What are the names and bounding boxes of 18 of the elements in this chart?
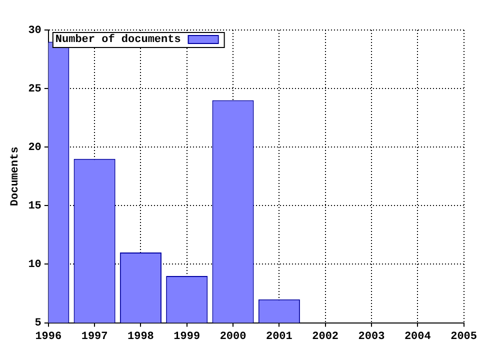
x-tick-label: 1998 xyxy=(128,331,154,344)
y-axis-title: Documents xyxy=(9,146,22,206)
y-tick-label: 25 xyxy=(28,83,42,96)
x-tick-label: 2003 xyxy=(358,331,386,344)
x-tick-label: 2001 xyxy=(266,331,293,344)
legend-label: Number of documents xyxy=(55,32,181,46)
x-tick-label: 2000 xyxy=(220,331,246,344)
y-tick-label: 15 xyxy=(28,200,42,212)
x-tick-label: 1999 xyxy=(174,331,200,344)
y-tick-label: 5 xyxy=(34,318,42,330)
x-tick-label: 1997 xyxy=(81,331,108,344)
x-tick-label: 2005 xyxy=(450,331,478,344)
y-tick-label: 20 xyxy=(28,142,42,154)
x-tick-label: 1996 xyxy=(35,331,62,344)
x-tick-label: 2002 xyxy=(312,331,339,344)
y-tick-label: 10 xyxy=(28,259,42,272)
x-tick-label: 2004 xyxy=(404,331,432,344)
y-tick-label: 30 xyxy=(28,24,42,37)
